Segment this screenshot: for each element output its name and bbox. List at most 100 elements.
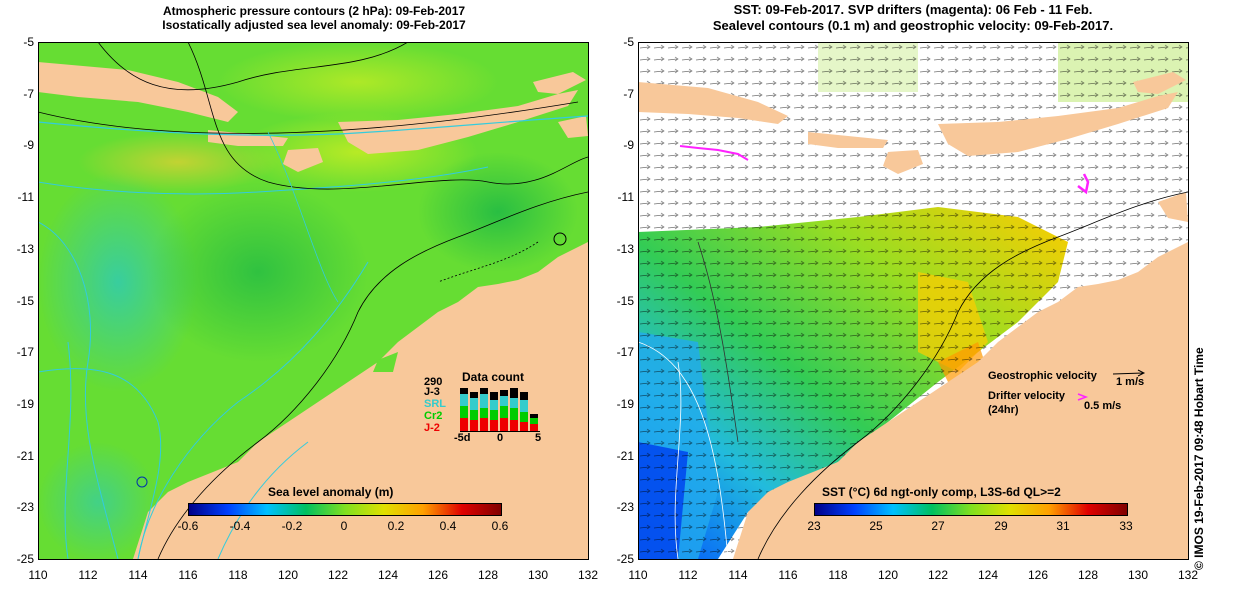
sla-tick: 0.4 <box>439 519 457 533</box>
data-count-max: 290 <box>424 376 443 388</box>
longitude-tick: 128 <box>477 568 499 582</box>
sst-tick: 29 <box>994 519 1008 533</box>
longitude-tick: 110 <box>628 568 648 582</box>
geostrophic-legend-arrow <box>1112 369 1146 377</box>
imos-credit: © IMOS 19-Feb-2017 09:48 Hobart Time <box>1192 347 1206 570</box>
right-title-line2: Sealevel contours (0.1 m) and geostrophi… <box>712 18 1114 33</box>
sla-colorbar <box>188 503 502 516</box>
sla-tick: -0.2 <box>281 519 303 533</box>
sla-tick: 0.2 <box>387 519 405 533</box>
sst-tick: 23 <box>807 519 821 533</box>
latitude-tick: -11 <box>617 190 634 205</box>
right-title-line1: SST: 09-Feb-2017. SVP drifters (magenta)… <box>733 2 1093 17</box>
latitude-tick: -9 <box>23 138 34 153</box>
timor-island <box>938 92 1178 156</box>
sla-tick: -0.4 <box>229 519 251 533</box>
australia-land <box>133 242 588 559</box>
geostrophic-velocity-speed: 1 m/s <box>1116 376 1145 388</box>
series-label-cr2: Cr2 <box>424 410 443 422</box>
longitude-tick: 120 <box>877 568 899 582</box>
sumba-island <box>283 148 323 172</box>
australia-land <box>733 242 1188 559</box>
data-count-bars <box>460 388 540 432</box>
latitude-tick: -23 <box>16 500 34 515</box>
sst-tick: 31 <box>1056 519 1070 533</box>
sumba-island <box>883 150 923 174</box>
latitude-tick: -13 <box>616 241 634 256</box>
longitude-tick: 116 <box>178 568 198 582</box>
latitude-tick: -17 <box>16 345 34 360</box>
sea-level-anomaly-map: Data count 290 J-3 SRL Cr2 J-2 -5d 0 5 S… <box>37 41 589 562</box>
java-island <box>38 62 238 122</box>
sst-tick: 33 <box>1119 519 1133 533</box>
right-panel-title: SST: 09-Feb-2017. SVP drifters (magenta)… <box>638 2 1188 34</box>
sst-tick: 25 <box>869 519 883 533</box>
longitude-tick: 114 <box>728 568 748 582</box>
longitude-tick: 112 <box>678 568 698 582</box>
sla-tick: -0.6 <box>177 519 199 533</box>
series-label-srl: SRL <box>424 398 446 410</box>
sla-tick: 0.6 <box>491 519 509 533</box>
latitude-tick: -25 <box>16 552 34 566</box>
latitude-tick: -15 <box>16 293 34 308</box>
longitude-tick: 128 <box>1077 568 1099 582</box>
drifter-velocity-speed: 0.5 m/s <box>1084 400 1122 412</box>
longitude-tick: 114 <box>128 568 148 582</box>
latitude-tick: -25 <box>616 552 634 566</box>
longitude-tick: 124 <box>977 568 999 582</box>
longitude-tick: 132 <box>1177 568 1199 582</box>
longitude-tick: 126 <box>427 568 449 582</box>
longitude-tick: 116 <box>778 568 798 582</box>
longitude-tick: 112 <box>78 568 98 582</box>
longitude-tick: 130 <box>527 568 549 582</box>
data-count-title: Data count <box>462 370 525 384</box>
longitude-tick: 124 <box>377 568 399 582</box>
timor-island <box>338 90 578 154</box>
longitude-tick: 122 <box>327 568 349 582</box>
longitude-tick: 118 <box>228 568 248 582</box>
sla-tick: 0 <box>340 519 348 533</box>
latitude-tick: -11 <box>17 190 34 205</box>
sla-colorbar-title: Sea level anomaly (m) <box>268 485 394 499</box>
drifter-legend-arrow <box>1077 393 1089 401</box>
sla-map-svg <box>37 41 589 562</box>
left-title-line2: Isostatically adjusted sea level anomaly… <box>162 18 466 32</box>
series-label-j2: J-2 <box>424 422 440 434</box>
latitude-tick: -19 <box>616 396 634 411</box>
sst-map-svg <box>637 42 1189 560</box>
latitude-tick: -7 <box>623 86 634 101</box>
drifter-track <box>679 145 749 161</box>
sst-map: Geostrophic velocity 1 m/s Drifter veloc… <box>637 42 1189 560</box>
latitude-tick: -7 <box>23 86 34 101</box>
longitude-tick: 130 <box>1127 568 1149 582</box>
data-count-tick-mid: 0 <box>497 432 504 444</box>
data-count-tick-left: -5d <box>454 432 471 444</box>
latitude-tick: -21 <box>616 448 634 463</box>
latitude-tick: -9 <box>623 138 634 153</box>
sst-colorbar <box>814 503 1128 516</box>
longitude-tick: 110 <box>28 568 48 582</box>
latitude-tick: -5 <box>23 35 34 49</box>
left-panel-title: Atmospheric pressure contours (2 hPa): 0… <box>40 4 588 32</box>
drifter-velocity-label: Drifter velocity <box>988 390 1066 402</box>
longitude-tick: 132 <box>577 568 599 582</box>
sst-tick: 27 <box>931 519 945 533</box>
series-label-j3: J-3 <box>424 386 440 398</box>
longitude-tick: 118 <box>828 568 848 582</box>
drifter-velocity-period: (24hr) <box>988 404 1019 416</box>
drifter-track <box>1077 173 1090 195</box>
latitude-tick: -21 <box>16 448 34 463</box>
latitude-tick: -17 <box>616 345 634 360</box>
latitude-tick: -23 <box>616 500 634 515</box>
java-island <box>638 82 788 124</box>
data-count-tick-right: 5 <box>535 432 542 444</box>
latitude-tick: -13 <box>16 241 34 256</box>
data-count-inset: Data count 290 J-3 SRL Cr2 J-2 -5d 0 5 <box>418 368 548 448</box>
longitude-tick: 120 <box>277 568 299 582</box>
latitude-tick: -19 <box>16 396 34 411</box>
sst-colorbar-title: SST (°C) 6d ngt-only comp, L3S-6d QL>=2 <box>822 485 1061 499</box>
longitude-tick: 126 <box>1027 568 1049 582</box>
longitude-tick: 122 <box>927 568 949 582</box>
latitude-tick: -5 <box>623 35 634 49</box>
